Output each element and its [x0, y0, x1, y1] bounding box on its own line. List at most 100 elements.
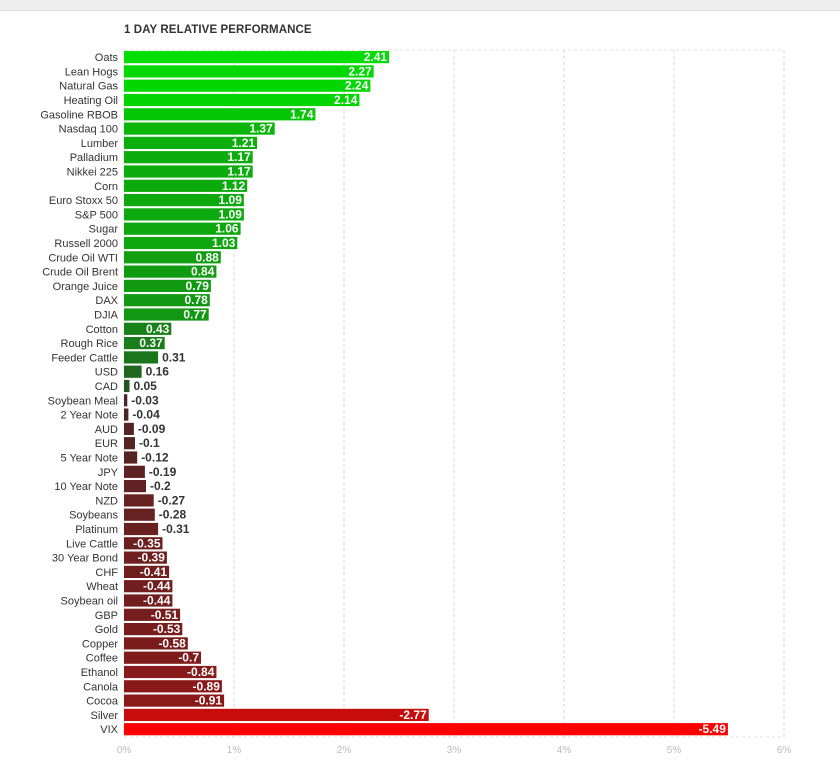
category-label: VIX — [100, 724, 118, 736]
category-label: JPY — [98, 467, 119, 479]
bar — [124, 451, 138, 464]
category-label: 5 Year Note — [61, 453, 119, 465]
category-label: Ethanol — [81, 667, 118, 679]
bar — [124, 623, 183, 636]
value-label: -0.28 — [159, 508, 187, 522]
x-tick-label: 3% — [447, 745, 462, 756]
top-bar — [0, 0, 840, 11]
x-tick-label: 0% — [117, 745, 132, 756]
bar — [124, 379, 130, 393]
bar — [124, 79, 371, 92]
bar — [124, 694, 225, 707]
bar — [124, 422, 134, 435]
value-label: -0.41 — [140, 565, 168, 579]
bar — [124, 279, 211, 292]
category-label: Soybean oil — [61, 596, 119, 608]
category-label: Rough Rice — [61, 338, 118, 350]
bar — [124, 708, 429, 721]
category-label: Heating Oil — [64, 95, 118, 107]
bar — [124, 194, 244, 207]
value-label: -0.53 — [153, 622, 181, 636]
bar — [124, 494, 154, 507]
category-label: Silver — [90, 710, 118, 722]
value-label: 0.16 — [146, 365, 170, 379]
category-label: Orange Juice — [53, 281, 118, 293]
category-label: S&P 500 — [75, 209, 118, 221]
bar — [124, 408, 129, 421]
category-label: Feeder Cattle — [51, 352, 118, 364]
value-label: -0.44 — [143, 594, 171, 608]
bar — [124, 565, 170, 578]
value-label: -0.27 — [158, 493, 186, 507]
category-label: 2 Year Note — [61, 410, 119, 422]
bar — [124, 179, 248, 192]
value-label: -0.84 — [187, 665, 215, 679]
category-label: EUR — [95, 438, 118, 450]
bar — [124, 537, 163, 550]
x-tick-label: 1% — [227, 745, 242, 756]
chart-title: 1 DAY RELATIVE PERFORMANCE — [124, 24, 312, 36]
bar — [124, 136, 258, 149]
value-label: -5.49 — [699, 722, 727, 736]
value-label: -0.44 — [143, 579, 171, 593]
category-label: Nikkei 225 — [67, 167, 118, 179]
bar — [124, 294, 210, 307]
bar — [124, 351, 159, 364]
category-label: Canola — [83, 681, 119, 693]
value-label: -0.2 — [150, 479, 171, 493]
bar — [124, 608, 181, 621]
value-label: 0.43 — [146, 322, 170, 336]
bar — [124, 594, 173, 607]
category-label: Oats — [95, 52, 119, 64]
bar — [124, 51, 390, 64]
value-label: 1.17 — [227, 165, 251, 179]
category-label: Copper — [82, 638, 118, 650]
category-label: GBP — [95, 610, 118, 622]
bar — [124, 251, 221, 264]
bar — [124, 394, 128, 407]
value-label: -0.12 — [141, 451, 169, 465]
bar — [124, 637, 188, 650]
bar — [124, 122, 275, 135]
bar — [124, 508, 155, 521]
bar — [124, 265, 217, 278]
category-label: AUD — [95, 424, 118, 436]
bar — [124, 522, 159, 536]
category-label: USD — [95, 367, 118, 379]
bar — [124, 651, 201, 664]
x-tick-label: 2% — [337, 745, 352, 756]
bar — [124, 665, 217, 679]
value-label: -0.09 — [138, 422, 166, 436]
value-label: 1.03 — [212, 236, 236, 250]
bar — [124, 322, 172, 335]
value-label: 0.05 — [134, 379, 158, 393]
bar — [124, 151, 253, 164]
category-label: Natural Gas — [59, 81, 118, 93]
x-tick-label: 4% — [557, 745, 572, 756]
category-label: Nasdaq 100 — [59, 124, 118, 136]
value-label: -0.1 — [139, 436, 160, 450]
category-label: Live Cattle — [66, 538, 118, 550]
value-label: 0.88 — [195, 250, 219, 264]
bar — [124, 551, 167, 564]
value-label: -0.31 — [162, 522, 190, 536]
value-label: -0.7 — [178, 651, 199, 665]
value-label: -0.51 — [151, 608, 179, 622]
value-label: -0.91 — [195, 694, 223, 708]
category-label: Lumber — [81, 138, 119, 150]
value-label: 2.24 — [345, 79, 369, 93]
value-label: 1.37 — [249, 122, 273, 136]
category-label: Lean Hogs — [65, 66, 119, 78]
category-label: DAX — [95, 295, 118, 307]
bar — [124, 465, 145, 478]
bar — [124, 308, 209, 321]
value-label: 1.17 — [227, 150, 251, 164]
bar — [124, 65, 374, 78]
value-label: -0.35 — [133, 536, 161, 550]
category-label: CAD — [95, 381, 118, 393]
value-label: 0.31 — [162, 350, 186, 364]
category-label: 10 Year Note — [54, 481, 118, 493]
value-label: 0.84 — [191, 265, 215, 279]
value-label: 1.21 — [232, 136, 256, 150]
